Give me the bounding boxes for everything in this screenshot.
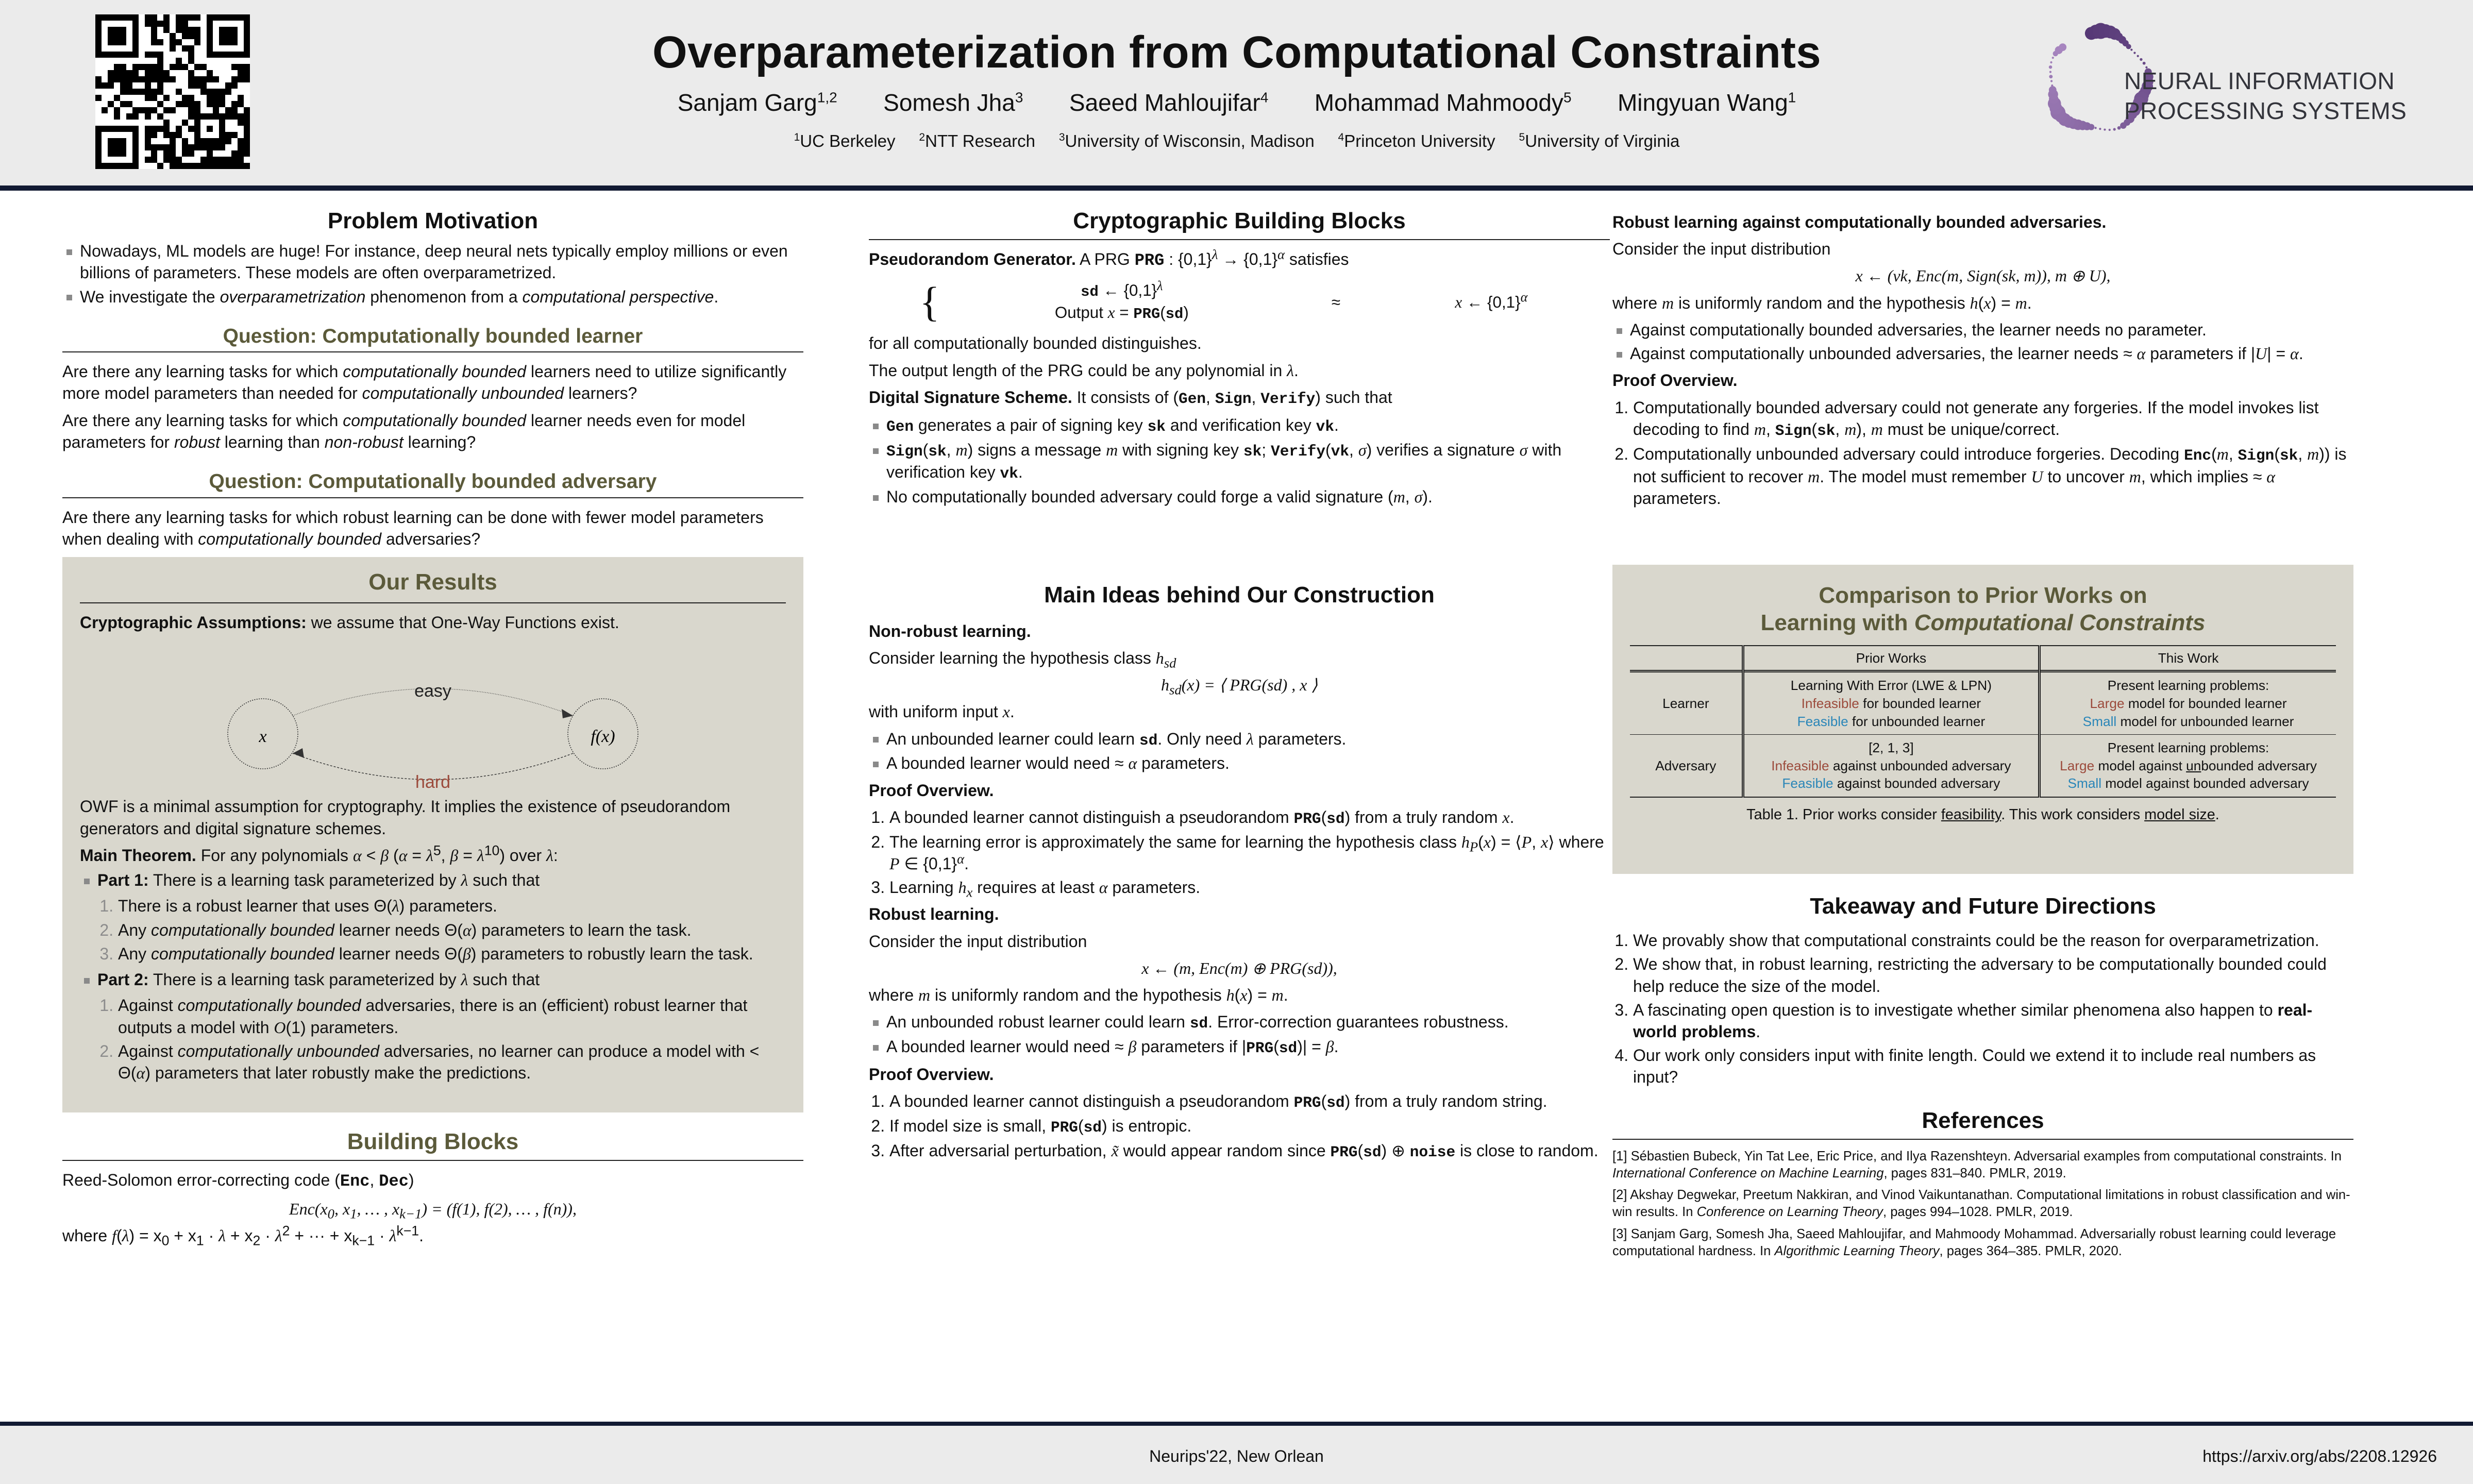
svg-text:f(x): f(x) bbox=[591, 727, 615, 746]
svg-text:hard: hard bbox=[415, 772, 450, 792]
svg-text:x: x bbox=[258, 727, 266, 746]
svg-text:easy: easy bbox=[414, 681, 451, 701]
